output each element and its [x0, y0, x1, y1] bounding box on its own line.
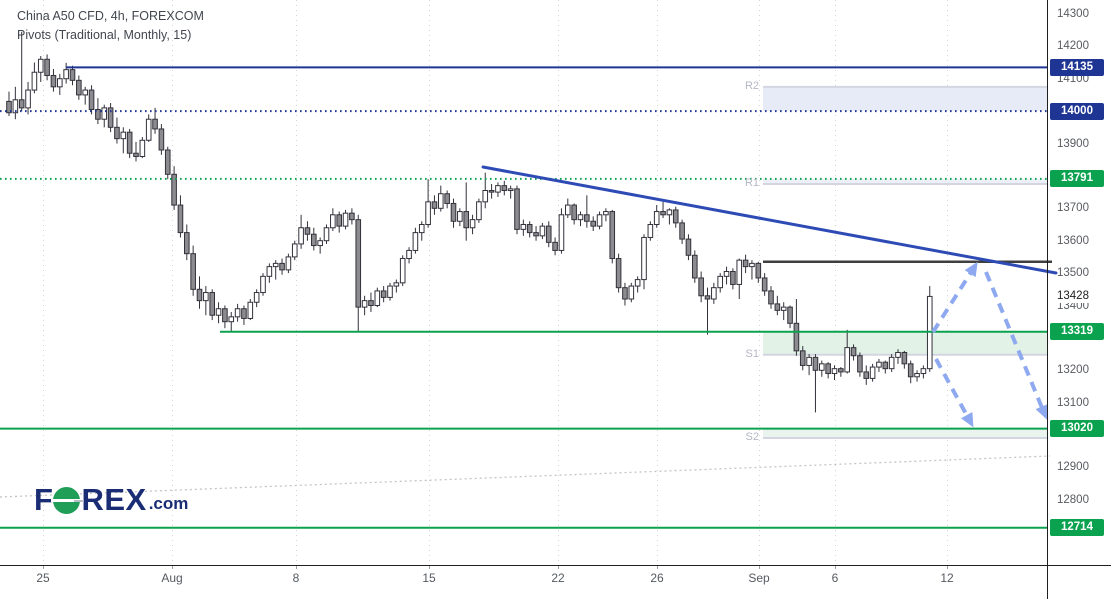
- time-label-Aug[interactable]: Aug: [161, 571, 183, 585]
- pivot-label-r2: R2: [744, 79, 759, 92]
- logo-o-icon: [51, 486, 85, 514]
- pivot-label-r1: R1: [744, 177, 759, 189]
- price-tick-14300[interactable]: 14300: [1057, 7, 1089, 20]
- descending-trendline[interactable]: [481, 165, 1058, 275]
- price-tick-13900[interactable]: 13900: [1057, 137, 1089, 150]
- time-label-26[interactable]: 26: [650, 571, 664, 585]
- time-label-22[interactable]: 22: [551, 571, 565, 585]
- pivot-band-r1: [763, 178, 1047, 185]
- time-label-25[interactable]: 25: [36, 571, 50, 585]
- indicator-title[interactable]: Pivots (Traditional, Monthly, 15): [17, 28, 192, 42]
- symbol-title[interactable]: China A50 CFD, 4h, FOREXCOM: [17, 9, 204, 23]
- price-tick-13700[interactable]: 13700: [1057, 202, 1089, 215]
- projection-arrow-2[interactable]: [934, 358, 974, 428]
- pivot-band-s2: [763, 429, 1047, 439]
- pivot-band-s1: [763, 332, 1047, 355]
- price-level-label-13020[interactable]: 13020: [1050, 420, 1104, 438]
- price-tick-13500[interactable]: 13500: [1057, 267, 1089, 280]
- price-tick-12800[interactable]: 12800: [1057, 493, 1089, 506]
- logo-text-rex: REX: [81, 482, 147, 517]
- projection-arrow-3[interactable]: [984, 271, 1048, 420]
- candles-series[interactable]: [6, 31, 933, 413]
- logo-text-com: .com: [148, 494, 189, 513]
- price-tick-13100[interactable]: 13100: [1057, 396, 1089, 409]
- price-level-label-12714[interactable]: 12714: [1050, 519, 1104, 537]
- price-tick-12900[interactable]: 12900: [1057, 461, 1089, 474]
- time-label-Sep[interactable]: Sep: [748, 571, 770, 585]
- pivot-band-r2: [763, 86, 1047, 111]
- price-level-label-14135[interactable]: 14135: [1050, 58, 1104, 76]
- logo-text-f: F: [34, 482, 54, 517]
- dashed-gray-trendline[interactable]: [0, 455, 1051, 498]
- projection-arrow-1[interactable]: [931, 261, 978, 334]
- price-tick-14200[interactable]: 14200: [1057, 40, 1089, 53]
- price-level-label-13791[interactable]: 13791: [1050, 170, 1104, 188]
- price-tick-13600[interactable]: 13600: [1057, 234, 1089, 247]
- pivot-label-s2: S2: [745, 431, 759, 443]
- forex-com-logo: F REX .com: [34, 481, 188, 519]
- current-price-label: 13428: [1055, 289, 1091, 304]
- time-label-6[interactable]: 6: [831, 571, 839, 585]
- price-tick-13200[interactable]: 13200: [1057, 364, 1089, 377]
- chart-legend[interactable]: China A50 CFD, 4h, FOREXCOM Pivots (Trad…: [17, 7, 204, 45]
- pivot-label-s1: S1: [745, 347, 759, 360]
- price-level-label-14000[interactable]: 14000: [1050, 102, 1104, 120]
- time-label-12[interactable]: 12: [940, 571, 954, 585]
- time-label-15[interactable]: 15: [422, 571, 436, 585]
- price-level-label-13319[interactable]: 13319: [1050, 323, 1104, 341]
- time-label-8[interactable]: 8: [292, 571, 300, 585]
